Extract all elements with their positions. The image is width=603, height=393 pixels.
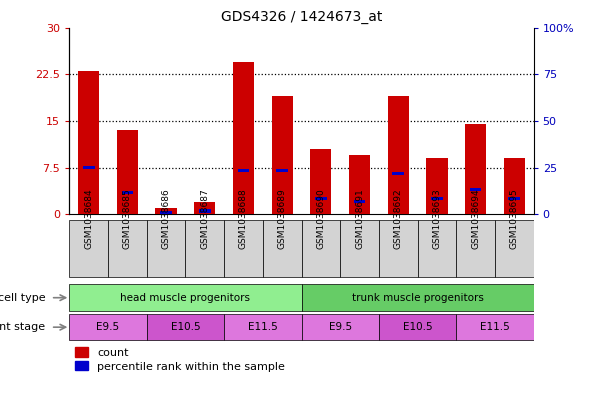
Text: GSM1038691: GSM1038691 [355,188,364,248]
Bar [233,62,254,214]
Legend: count, percentile rank within the sample: count, percentile rank within the sample [75,347,285,372]
Bar [504,158,525,214]
Bar [315,197,327,200]
Bar [388,96,409,214]
Bar [156,208,177,214]
Bar [263,220,302,277]
Bar [147,220,186,277]
Bar [83,166,95,169]
Bar [495,220,534,277]
Bar [456,220,495,277]
Text: E9.5: E9.5 [96,322,119,332]
Bar [276,169,288,173]
Text: GSM1038693: GSM1038693 [432,188,441,248]
Text: GSM1038686: GSM1038686 [162,188,171,248]
Bar [456,314,534,340]
Text: GSM1038690: GSM1038690 [317,188,326,248]
Text: trunk muscle progenitors: trunk muscle progenitors [352,293,484,303]
Bar [508,197,520,200]
Bar [69,314,147,340]
Bar [271,96,293,214]
Text: GSM1038692: GSM1038692 [394,188,403,248]
Text: E9.5: E9.5 [329,322,352,332]
Bar [224,220,263,277]
Text: head muscle progenitors: head muscle progenitors [121,293,250,303]
Bar [69,285,302,311]
Bar [108,220,147,277]
Text: E11.5: E11.5 [480,322,510,332]
Bar [379,220,417,277]
Text: E10.5: E10.5 [403,322,432,332]
Bar [302,220,340,277]
Bar [224,314,302,340]
Bar [470,187,481,191]
Text: E10.5: E10.5 [171,322,200,332]
Bar [340,220,379,277]
Bar [160,211,172,214]
Text: GSM1038688: GSM1038688 [239,188,248,248]
Bar [417,220,456,277]
Text: GSM1038684: GSM1038684 [84,188,93,248]
Text: GSM1038687: GSM1038687 [200,188,209,248]
Bar [186,220,224,277]
Bar [302,314,379,340]
Bar [354,200,365,204]
Text: development stage: development stage [0,322,45,332]
Bar [431,197,443,200]
Title: GDS4326 / 1424673_at: GDS4326 / 1424673_at [221,10,382,24]
Bar [117,130,138,214]
Bar [302,285,534,311]
Text: cell type: cell type [0,293,45,303]
Bar [310,149,332,214]
Text: GSM1038695: GSM1038695 [510,188,519,248]
Text: GSM1038694: GSM1038694 [471,188,480,248]
Text: E11.5: E11.5 [248,322,278,332]
Bar [199,209,210,213]
Bar [238,169,249,173]
Bar [194,202,215,214]
Bar [426,158,447,214]
Bar [393,172,404,175]
Bar [122,191,133,194]
Bar [78,71,99,214]
Text: GSM1038689: GSM1038689 [277,188,286,248]
Bar [379,314,456,340]
Bar [69,220,108,277]
Text: GSM1038685: GSM1038685 [123,188,132,248]
Bar [465,124,486,214]
Bar [147,314,224,340]
Bar [349,155,370,214]
